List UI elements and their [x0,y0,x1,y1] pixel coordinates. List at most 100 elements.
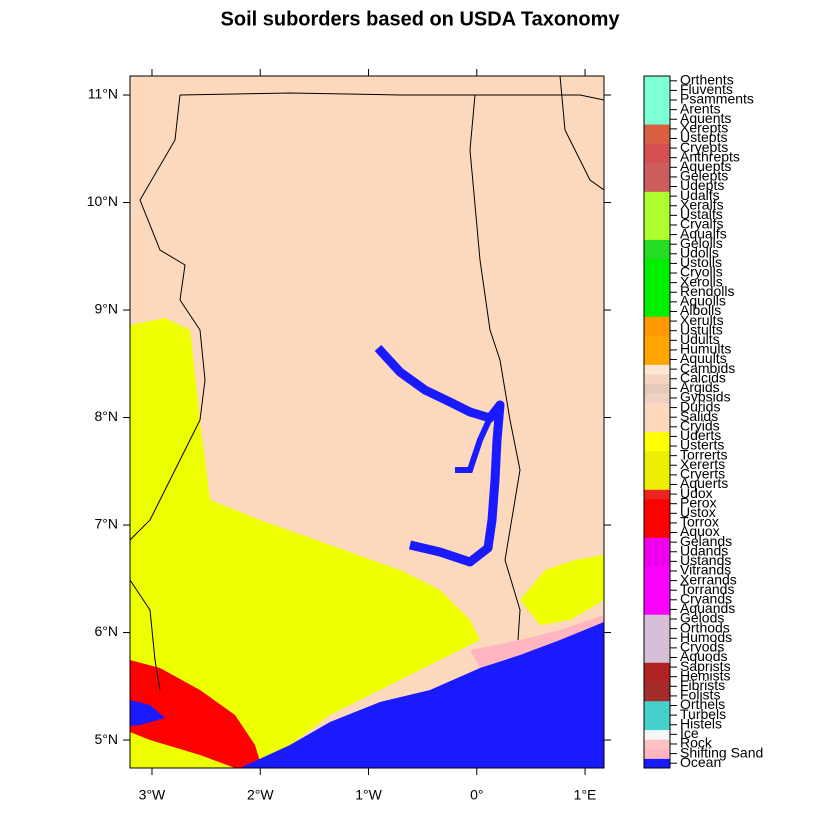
legend-label: Aquox [680,523,720,539]
legend-label: Torrands [680,581,734,597]
legend-swatch [644,662,670,673]
legend-swatch [644,460,670,471]
legend-label: Shifting Sand [680,744,763,760]
legend-swatch [644,152,670,163]
legend-label: Humods [680,629,732,645]
legend-label: Fibrists [680,677,725,693]
legend-label: Usterts [680,437,724,453]
legend-label: Orthents [680,72,734,88]
legend-swatch [644,85,670,96]
legend-label: Udalfs [680,187,720,203]
legend-swatch [644,316,670,327]
legend-swatch [644,546,670,558]
legend-swatch [644,277,670,288]
legend-label: Gelolls [680,235,723,251]
legend-swatch [644,325,670,336]
lake-volta [374,344,505,567]
legend-swatch [644,373,670,385]
legend-label: Aquents [680,110,731,126]
legend-swatch [644,104,670,115]
legend-swatch [644,498,670,509]
x-tick-label: 2°W [247,787,274,803]
legend-swatch [644,719,670,731]
legend-label: Fluvents [680,81,733,97]
legend-label: Udults [680,331,720,347]
legend-label: Ustands [680,552,731,568]
legend-swatch [644,412,670,423]
legend-label: Turbels [680,706,726,722]
legend-swatch [644,364,670,375]
legend-label: Udepts [680,177,724,193]
legend-swatch [644,402,670,413]
legend-label: Ustults [680,321,723,337]
legend-label: Rendolls [680,283,734,299]
legend-swatch [644,508,670,519]
legend-label: Hemists [680,667,731,683]
y-tick-label: 9°N [95,301,119,317]
legend-swatch [644,604,670,615]
panel-frame [129,75,605,769]
legend-swatch [644,739,670,750]
legend-label: Aquults [680,350,727,366]
legend-swatch [644,393,670,404]
legend-label: Cryepts [680,139,728,155]
border-sw [130,579,161,691]
legend-label: Udands [680,542,728,558]
legend-swatch [644,210,670,221]
legend-swatch [644,383,670,394]
legend-swatch [644,614,670,625]
border-north [179,92,604,101]
legend-swatch [644,268,670,279]
legend-swatch [644,585,670,596]
legend-label: Rock [680,735,713,751]
legend-swatch [644,114,670,125]
legend-label: Ice [680,725,699,741]
legend-swatch [644,691,670,702]
legend-swatch [644,441,670,452]
legend-label: Udox [680,485,713,501]
legend-label: Aquolls [680,293,726,309]
legend-label: Argids [680,379,720,395]
border-west [130,94,206,541]
border-northeast [559,76,604,191]
legend-label: Gelods [680,610,724,626]
legend-swatch [644,489,670,500]
legend-swatch [644,124,670,135]
red-soil-region [130,660,262,768]
legend-label: Cryids [680,418,720,434]
legend-swatch [644,258,670,269]
sand-coast [470,615,604,668]
legend-label: Xererts [680,456,725,472]
legend-label: Cryolls [680,264,723,280]
legend-label: Cryods [680,639,724,655]
x-tick-label: 0° [470,787,483,803]
legend-label: Durids [680,398,720,414]
legend-swatch [644,556,670,567]
legend-swatch [644,527,670,538]
legend-swatch [644,671,670,682]
borders [130,76,604,691]
y-tick-label: 5°N [95,731,119,747]
legend-swatch [644,479,670,490]
y-tick-label: 10°N [87,193,118,209]
legend-swatch [644,710,670,721]
legend-swatch [644,758,670,769]
legend-outline [643,75,671,769]
legend-swatch [644,431,670,442]
legend-swatch [644,335,670,346]
x-tick-label: 1°E [574,787,597,803]
lake-volta-arm [455,416,493,473]
y-tick-label: 11°N [88,86,118,102]
legend-swatch [644,345,670,356]
legend-label: Albolls [680,302,721,318]
legend-swatch [644,652,670,663]
legend-label: Xerults [680,312,724,328]
legend-swatch [644,700,670,711]
legend-label: Cryerts [680,466,725,482]
legend-swatch [644,422,670,433]
legend-label: Aquepts [680,158,731,174]
legend-label: Aqualfs [680,225,727,241]
legend-label: Arents [680,100,720,116]
legend-swatch [644,76,670,87]
